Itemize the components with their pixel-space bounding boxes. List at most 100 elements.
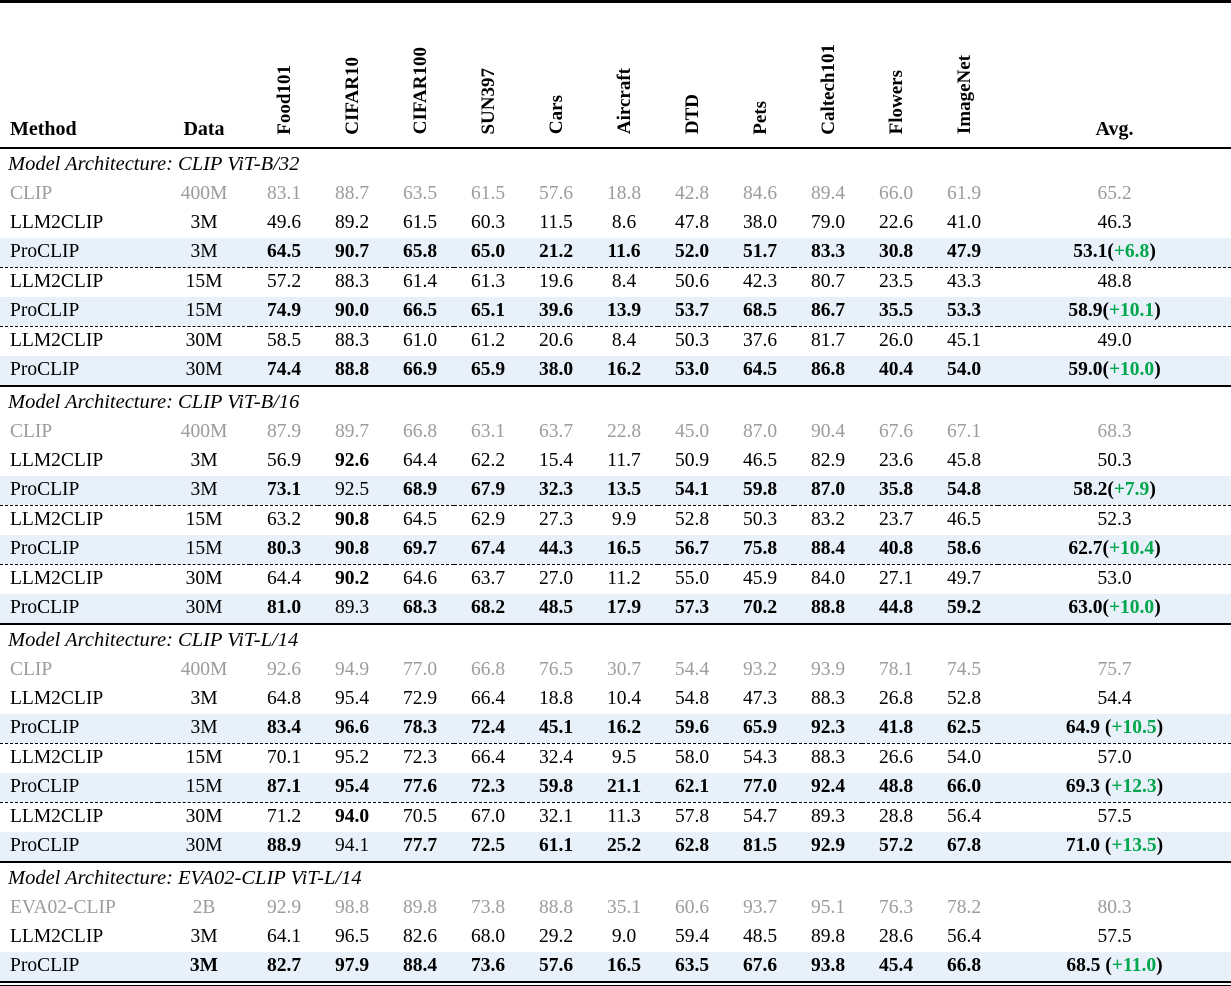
cell-sun397: 66.4 — [470, 747, 506, 769]
cell-pets: 42.3 — [742, 271, 778, 293]
cell-avg: 71.0 (+13.5) — [998, 831, 1231, 862]
table-row: ProCLIP 3M 64.5 90.7 65.8 65.0 21.2 11.6 52.0 51.… — [0, 237, 1231, 268]
col-header-dtd-label: DTD — [681, 94, 703, 135]
cell-imagenet: 45.8 — [946, 450, 982, 472]
cell-cifar100: 64.5 — [402, 509, 438, 531]
cell-cifar10: 90.8 — [318, 534, 386, 565]
cell-pets: 93.2 — [742, 659, 778, 681]
cell-sun397: 66.4 — [470, 688, 506, 710]
cell-flowers: 48.8 — [862, 772, 930, 803]
cell-flowers: 26.0 — [878, 330, 914, 352]
cell-avg: 80.3 — [1097, 897, 1132, 919]
col-header-sun397: SUN397 — [454, 2, 522, 148]
cell-method: CLIP — [10, 659, 53, 681]
cell-cifar100: 72.9 — [402, 688, 438, 710]
cell-cifar10: 94.9 — [334, 659, 370, 681]
cell-pets: 75.8 — [726, 534, 794, 565]
cell-method: ProCLIP — [0, 772, 158, 803]
cell-cars: 57.6 — [522, 951, 590, 982]
cell-dtd: 54.4 — [674, 659, 710, 681]
cell-method: LLM2CLIP — [10, 212, 104, 234]
cell-food101: 63.2 — [266, 509, 302, 531]
cell-caltech101: 92.3 — [794, 713, 862, 744]
section-title: Model Architecture: CLIP ViT-B/16 — [0, 384, 1231, 418]
cell-aircraft: 16.2 — [590, 713, 658, 744]
cell-pets: 37.6 — [742, 330, 778, 352]
cell-sun397: 67.4 — [454, 534, 522, 565]
cell-method: ProCLIP — [0, 534, 158, 565]
cell-imagenet: 54.8 — [930, 475, 998, 506]
cell-dtd: 56.7 — [658, 534, 726, 565]
cell-dtd: 57.8 — [674, 806, 710, 828]
cell-caltech101: 83.3 — [794, 237, 862, 268]
table-row: ProCLIP 15M 87.1 95.4 77.6 72.3 59.8 21.1 62.1 77… — [0, 772, 1231, 803]
cell-caltech101: 89.8 — [810, 926, 846, 948]
cell-data: 400M — [180, 421, 228, 443]
cell-avg: 64.9 (+10.5) — [998, 713, 1231, 744]
cell-cifar10: 95.2 — [334, 747, 370, 769]
cell-pets: 67.6 — [726, 951, 794, 982]
cell-sun397: 65.1 — [454, 296, 522, 327]
cell-avg: 59.0(+10.0) — [998, 355, 1231, 386]
cell-cifar10: 89.2 — [334, 212, 370, 234]
cell-food101: 74.9 — [250, 296, 318, 327]
cell-caltech101: 88.3 — [810, 688, 846, 710]
cell-cars: 88.8 — [538, 897, 574, 919]
cell-method: LLM2CLIP — [10, 450, 104, 472]
cell-avg: 58.2(+7.9) — [998, 475, 1231, 506]
cell-pets: 81.5 — [726, 831, 794, 862]
cell-method: ProCLIP — [0, 237, 158, 268]
cell-method: ProCLIP — [0, 355, 158, 386]
cell-imagenet: 53.3 — [930, 296, 998, 327]
cell-cars: 38.0 — [522, 355, 590, 386]
avg-delta: +10.0 — [1108, 359, 1155, 381]
cell-flowers: 35.5 — [862, 296, 930, 327]
cell-caltech101: 95.1 — [810, 897, 846, 919]
table-row: ProCLIP 30M 74.4 88.8 66.9 65.9 38.0 16.2 53.0 64… — [0, 355, 1231, 386]
cell-flowers: 28.6 — [878, 926, 914, 948]
cell-food101: 64.5 — [250, 237, 318, 268]
cell-cifar100: 82.6 — [402, 926, 438, 948]
cell-imagenet: 56.4 — [946, 806, 982, 828]
cell-flowers: 26.6 — [878, 747, 914, 769]
cell-cars: 20.6 — [538, 330, 574, 352]
cell-flowers: 23.7 — [878, 509, 914, 531]
cell-food101: 81.0 — [250, 593, 318, 624]
cell-dtd: 50.6 — [674, 271, 710, 293]
cell-method: LLM2CLIP — [10, 806, 104, 828]
cell-pets: 50.3 — [742, 509, 778, 531]
cell-avg: 54.4 — [1097, 688, 1132, 710]
cell-flowers: 26.8 — [878, 688, 914, 710]
cell-data: 3M — [190, 212, 218, 234]
cell-food101: 83.4 — [250, 713, 318, 744]
cell-cars: 59.8 — [522, 772, 590, 803]
cell-flowers: 40.8 — [862, 534, 930, 565]
cell-cars: 27.0 — [538, 568, 574, 590]
cell-aircraft: 21.1 — [590, 772, 658, 803]
avg-delta: +7.9 — [1113, 479, 1150, 501]
cell-dtd: 62.8 — [658, 831, 726, 862]
cell-imagenet: 62.5 — [930, 713, 998, 744]
cell-flowers: 76.3 — [878, 897, 914, 919]
cell-data: 2B — [192, 897, 216, 919]
cell-caltech101: 80.7 — [810, 271, 846, 293]
cell-food101: 87.9 — [266, 421, 302, 443]
col-header-avg: Avg. — [1095, 117, 1134, 140]
cell-imagenet: 41.0 — [946, 212, 982, 234]
cell-cifar10: 92.6 — [334, 450, 370, 472]
table-row: LLM2CLIP 30M 71.2 94.0 70.5 67.0 32.1 11.3 57.8 5… — [0, 802, 1231, 832]
cell-dtd: 59.6 — [658, 713, 726, 744]
cell-aircraft: 11.3 — [607, 806, 641, 828]
cell-food101: 49.6 — [266, 212, 302, 234]
section-title: Model Architecture: CLIP ViT-L/14 — [0, 622, 1231, 656]
cell-aircraft: 25.2 — [590, 831, 658, 862]
cell-imagenet: 47.9 — [930, 237, 998, 268]
cell-aircraft: 10.4 — [606, 688, 642, 710]
cell-dtd: 52.0 — [658, 237, 726, 268]
cell-dtd: 52.8 — [674, 509, 710, 531]
cell-food101: 82.7 — [250, 951, 318, 982]
table-row: LLM2CLIP 3M 56.9 92.6 64.4 62.2 15.4 11.7 50.9 46… — [0, 447, 1231, 476]
cell-imagenet: 78.2 — [946, 897, 982, 919]
cell-avg: 68.3 — [1097, 421, 1132, 443]
